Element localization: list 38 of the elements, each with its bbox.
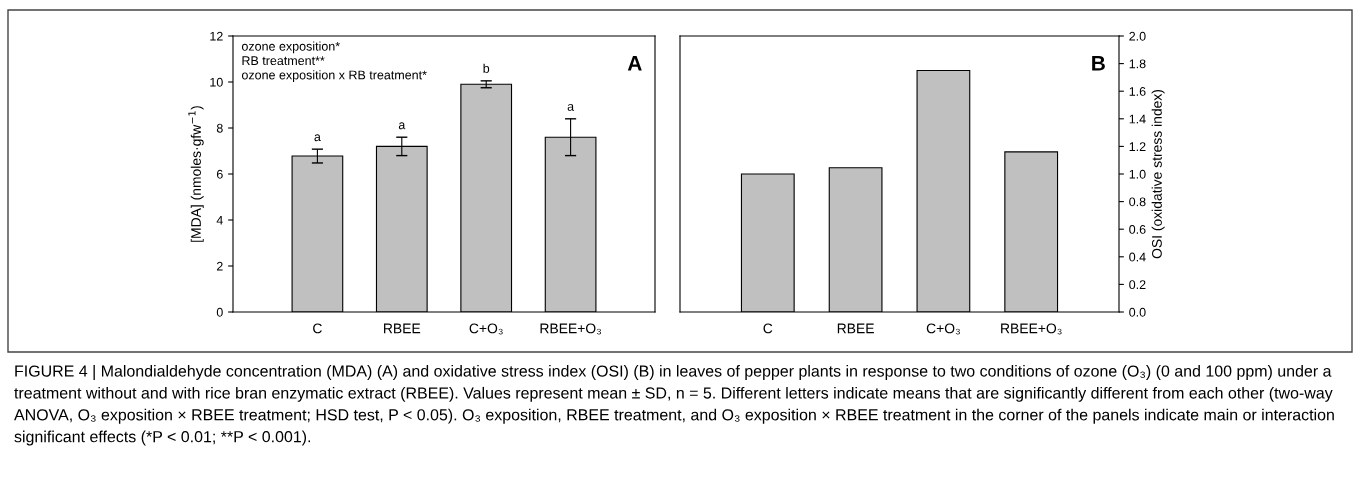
x-tick-label: RBEE — [837, 323, 874, 334]
y2-tick-label: 1.0 — [1129, 169, 1146, 179]
y2-tick-label: 0.6 — [1129, 225, 1146, 234]
x-tick-label: C — [763, 323, 773, 334]
x-tick-label: C+O₃ — [926, 323, 960, 335]
y-tick-label: 4 — [216, 215, 223, 225]
annotation: a — [567, 103, 575, 111]
y2-tick-label: 0.8 — [1129, 197, 1146, 207]
y2-axis-title: OSI (oxidative stress index) — [1151, 89, 1165, 259]
y2-tick-label: 1.4 — [1129, 114, 1146, 124]
caption: FIGURE 4 | Malondialdehyde concentration (MDA) (A) and oxidative stress index (OSI) (B) in leaves of pepper plants in response to two conditions of ozone (O₃) (0 and 100 ppm) under a treatment without and with rice bran enzymatic extract (RBEE). Values represent mean ± SD, n = 5. Different letters indicate means that are significantly different from each other (two-way ANOVA, O₃ exposition × RBEE treatment; HSD test, P < 0.05). O₃ exposition, RBEE treatment, and O₃ exposition × RBEE treatment in the corner of the panels indicate main or interaction significant effects (*P < 0.01; **P < 0.001). — [14, 365, 1334, 446]
annotation: ozone exposition* — [241, 41, 340, 54]
annotation: a — [314, 134, 321, 142]
annotation: b — [483, 63, 490, 73]
annotation: RB treatment** — [242, 56, 325, 66]
y-tick-label: 12 — [210, 31, 223, 41]
y-axis-title: [MDA] (nmoles·gfw$^{−1}$) — [188, 106, 204, 242]
y-tick-label: 2 — [216, 261, 223, 271]
y2-tick-label: 1.6 — [1129, 87, 1146, 96]
y-tick-label: 10 — [210, 77, 223, 87]
x-tick-label: C+O₃ — [469, 323, 503, 335]
y-tick-label: 6 — [216, 169, 223, 179]
annotation: ozone exposition x RB treatment* — [241, 70, 427, 82]
x-tick-label: RBEE — [384, 323, 421, 334]
y2-tick-label: 0.0 — [1129, 307, 1146, 317]
y2-tick-label: 2.0 — [1129, 31, 1146, 41]
y2-tick-label: 0.2 — [1129, 280, 1146, 290]
y-tick-label: 8 — [216, 123, 223, 133]
annotation: A — [627, 56, 642, 71]
y2-tick-label: 0.4 — [1129, 252, 1146, 262]
annotation: a — [398, 122, 406, 130]
annotation: B — [1092, 56, 1105, 71]
x-tick-label: C — [313, 323, 322, 334]
x-tick-label: RBEE+O₃ — [1001, 323, 1062, 335]
y2-tick-label: 1.2 — [1129, 142, 1146, 151]
y2-tick-label: 1.8 — [1129, 59, 1146, 69]
y-tick-label: 0 — [216, 307, 223, 317]
x-tick-label: RBEE+O₃ — [540, 323, 601, 335]
